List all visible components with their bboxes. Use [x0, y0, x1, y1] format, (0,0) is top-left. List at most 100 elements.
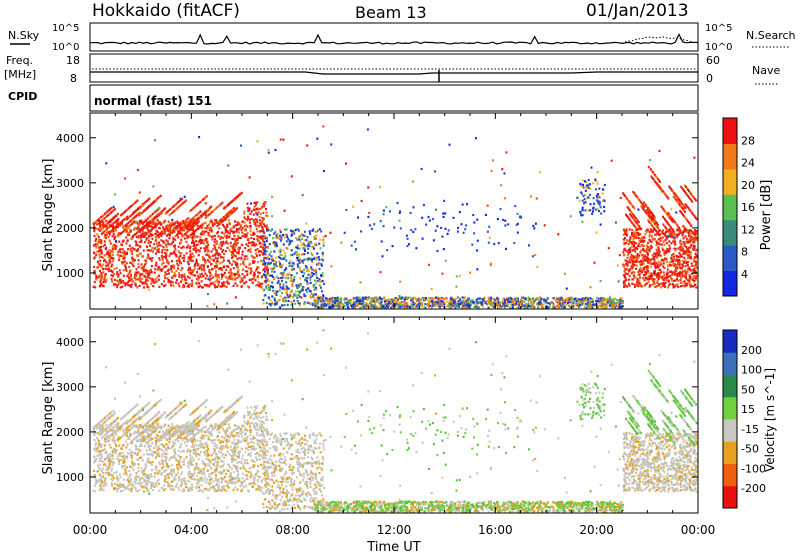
range-cell	[281, 287, 284, 290]
range-cell	[101, 223, 104, 226]
range-cell	[395, 303, 398, 306]
range-cell	[301, 253, 304, 256]
range-cell	[119, 222, 122, 226]
range-cell	[193, 242, 196, 245]
range-cell	[190, 284, 193, 287]
range-cell	[510, 299, 513, 302]
range-cell	[291, 289, 294, 292]
range-cell	[117, 250, 120, 253]
range-cell	[658, 253, 661, 256]
range-cell	[220, 273, 223, 276]
range-cell	[673, 247, 676, 250]
range-cell	[298, 236, 301, 239]
range-cell	[182, 246, 185, 249]
range-cell	[556, 306, 559, 309]
range-cell	[344, 297, 347, 300]
range-cell	[194, 205, 197, 208]
range-cell	[243, 221, 246, 224]
range-cell	[695, 266, 698, 269]
range-cell	[117, 235, 119, 238]
range-cell	[444, 212, 447, 215]
range-cell	[294, 228, 297, 231]
range-cell	[259, 222, 262, 225]
range-cell	[420, 305, 423, 308]
range-cell	[111, 270, 114, 273]
range-cell	[283, 288, 286, 291]
range-cell	[639, 239, 642, 242]
range-cell	[222, 249, 225, 252]
range-cell	[569, 305, 571, 308]
range-cell	[581, 199, 584, 202]
range-cell	[172, 236, 175, 239]
range-cell	[237, 273, 240, 276]
range-cell	[169, 231, 172, 234]
range-cell	[644, 233, 647, 236]
range-cell	[462, 302, 465, 305]
range-cell	[412, 230, 415, 234]
range-cell	[675, 267, 677, 270]
range-cell	[292, 295, 295, 298]
range-cell	[174, 221, 177, 224]
range-cell	[136, 286, 139, 289]
range-cell	[158, 232, 161, 235]
range-cell	[240, 243, 243, 246]
range-cell	[202, 267, 205, 270]
range-cell	[682, 250, 685, 253]
range-cell	[111, 235, 114, 238]
range-cell	[200, 199, 203, 202]
range-cell	[420, 298, 422, 302]
range-cell	[457, 226, 459, 229]
range-cell	[574, 297, 576, 300]
range-cell	[438, 303, 441, 306]
range-cell	[275, 292, 278, 295]
range-cell	[105, 252, 108, 256]
range-cell	[116, 279, 119, 282]
range-cell	[240, 224, 243, 227]
range-cell	[144, 275, 147, 278]
range-cell	[558, 302, 561, 305]
range-cell	[221, 236, 224, 239]
range-cell	[230, 263, 233, 266]
range-cell	[597, 202, 600, 205]
range-cell	[671, 283, 674, 286]
range-cell	[170, 276, 173, 279]
range-cell	[232, 284, 235, 287]
range-cell	[423, 306, 426, 309]
range-cell	[365, 301, 368, 304]
range-cell	[623, 238, 626, 241]
range-cell	[137, 236, 140, 239]
range-cell	[305, 266, 308, 269]
range-cell	[200, 214, 203, 217]
range-cell	[269, 299, 272, 302]
range-cell	[98, 253, 101, 256]
nsky-series	[90, 33, 699, 45]
range-cell	[262, 246, 264, 249]
range-cell	[594, 178, 597, 181]
range-cell	[263, 241, 266, 244]
range-cell	[347, 299, 349, 302]
range-cell	[206, 265, 209, 268]
range-cell	[173, 245, 175, 248]
range-cell	[220, 218, 223, 221]
range-cell	[257, 266, 260, 269]
range-cell	[162, 221, 165, 224]
range-cell	[693, 241, 696, 244]
range-cell	[96, 276, 99, 279]
range-cell	[152, 226, 155, 230]
range-cell	[155, 237, 158, 240]
range-cell	[172, 230, 175, 233]
range-cell	[579, 298, 582, 301]
range-cell	[689, 246, 692, 249]
range-cell	[247, 217, 250, 220]
range-cell	[186, 224, 189, 227]
range-cell	[633, 283, 636, 286]
range-cell	[266, 263, 269, 266]
range-cell	[204, 260, 207, 263]
range-cell	[685, 237, 688, 241]
range-cell	[245, 280, 248, 283]
range-cell	[146, 257, 149, 260]
range-cell	[670, 264, 673, 267]
range-cell	[662, 248, 665, 251]
range-cell	[94, 221, 96, 224]
range-cell	[250, 210, 253, 213]
